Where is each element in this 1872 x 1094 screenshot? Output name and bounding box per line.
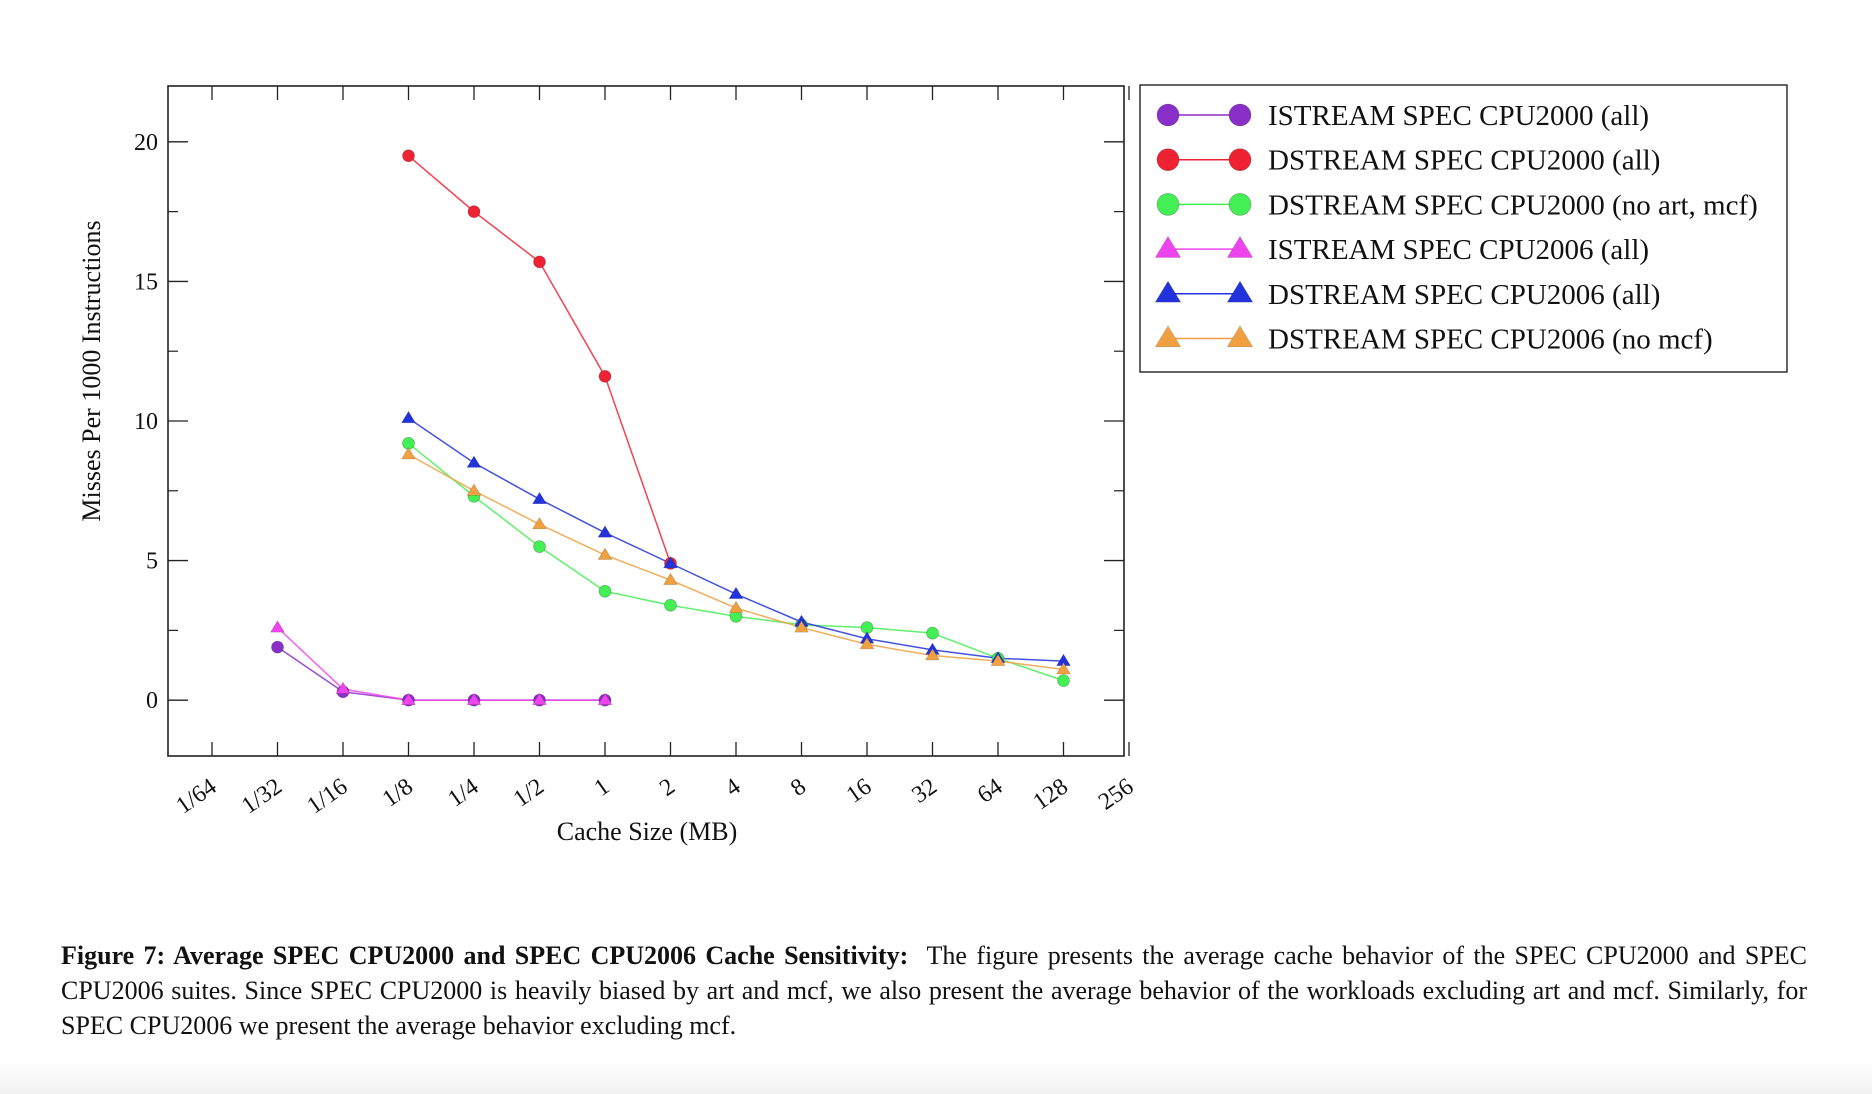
series-lines bbox=[276, 155, 1064, 701]
page-bottom-edge bbox=[0, 1060, 1872, 1094]
data-point bbox=[532, 692, 547, 706]
data-point bbox=[401, 410, 416, 424]
data-point bbox=[532, 516, 547, 530]
x-tick-label: 32 bbox=[907, 774, 942, 809]
series-line-5 bbox=[408, 417, 1064, 662]
y-tick-label: 15 bbox=[134, 269, 158, 295]
data-point bbox=[401, 692, 416, 706]
legend-marker bbox=[1226, 325, 1254, 348]
data-point bbox=[532, 491, 547, 505]
axes: 1/64 1/32 1/16 1/8 1/4 1/2 1 2 4 8 16 32 64 128 256 0 5 1… bbox=[77, 85, 1138, 846]
data-point bbox=[663, 572, 678, 585]
data-point bbox=[466, 455, 482, 468]
data-point bbox=[402, 149, 415, 163]
x-axis-label: Cache Size (MB) bbox=[557, 817, 738, 846]
x-tick-label: 1/2 bbox=[509, 774, 549, 813]
legend-marker bbox=[1154, 325, 1182, 348]
x-tick-label: 1/8 bbox=[378, 774, 418, 813]
data-point bbox=[664, 598, 677, 612]
data-point bbox=[728, 600, 744, 613]
data-point bbox=[598, 584, 612, 598]
data-point bbox=[467, 205, 481, 219]
data-point bbox=[597, 525, 613, 538]
x-tick-label: 64 bbox=[973, 774, 1008, 809]
x-tick-label: 1/32 bbox=[237, 774, 287, 820]
x-tick-label: 1/16 bbox=[303, 774, 353, 820]
legend-entry-label: DSTREAM SPEC CPU2006 (all) bbox=[1268, 279, 1660, 311]
y-tick-label: 0 bbox=[146, 688, 158, 714]
x-tick-label: 128 bbox=[1029, 774, 1073, 816]
y-tick-label: 20 bbox=[134, 130, 158, 156]
series-line-3 bbox=[408, 442, 1064, 682]
legend-marker bbox=[1228, 148, 1252, 172]
legend-box bbox=[1139, 84, 1788, 373]
cache-sensitivity-chart: 1/64 1/32 1/16 1/8 1/4 1/2 1 2 4 8 16 32 64 128 256 0 5 1… bbox=[77, 84, 1788, 846]
series-line-4 bbox=[276, 627, 605, 701]
legend-entry-label: DSTREAM SPEC CPU2000 (all) bbox=[1268, 145, 1660, 177]
data-point bbox=[728, 586, 744, 599]
data-point bbox=[598, 369, 612, 383]
data-point bbox=[1057, 674, 1070, 688]
legend-marker bbox=[1226, 235, 1254, 258]
legend-entry-label: DSTREAM SPEC CPU2006 (no mcf) bbox=[1268, 324, 1713, 356]
y-axis-label: Misses Per 1000 Instructions bbox=[77, 220, 106, 521]
data-point bbox=[533, 255, 546, 269]
data-point bbox=[466, 483, 482, 496]
x-tick-label: 1 bbox=[590, 774, 615, 802]
legend-marker bbox=[1156, 192, 1180, 216]
data-point bbox=[925, 648, 940, 661]
data-point bbox=[926, 626, 939, 640]
series-line-6 bbox=[408, 453, 1064, 671]
caption-label: Figure 7: Average SPEC CPU2000 and SPEC … bbox=[61, 941, 909, 970]
y-tick-label: 10 bbox=[134, 409, 158, 435]
figure-caption: Figure 7: Average SPEC CPU2000 and SPEC … bbox=[61, 938, 1807, 1043]
data-point bbox=[271, 640, 284, 654]
legend-entry-label: DSTREAM SPEC CPU2000 (no art, mcf) bbox=[1268, 189, 1758, 221]
data-point bbox=[794, 620, 809, 633]
legend-marker bbox=[1154, 280, 1182, 303]
data-point bbox=[990, 653, 1006, 666]
data-point bbox=[1056, 662, 1071, 675]
x-tick-label: 2 bbox=[655, 774, 680, 802]
series-markers bbox=[270, 149, 1071, 707]
data-point bbox=[597, 547, 613, 560]
legend-entry-label: ISTREAM SPEC CPU2000 (all) bbox=[1268, 100, 1649, 132]
legend-marker bbox=[1226, 280, 1254, 303]
y-tick-label: 5 bbox=[146, 549, 158, 575]
legend: ISTREAM SPEC CPU2000 (all) DSTREAM SPEC C… bbox=[1139, 84, 1788, 373]
x-tick-label: 16 bbox=[842, 774, 877, 809]
x-tick-label: 8 bbox=[786, 774, 811, 802]
legend-marker bbox=[1228, 103, 1252, 127]
data-point bbox=[335, 681, 351, 694]
legend-marker bbox=[1156, 148, 1180, 172]
legend-marker bbox=[1154, 235, 1182, 258]
data-point bbox=[466, 692, 482, 706]
legend-marker bbox=[1228, 192, 1252, 216]
data-point bbox=[597, 692, 613, 706]
legend-marker bbox=[1156, 103, 1180, 127]
x-tick-label: 1/4 bbox=[443, 774, 483, 813]
data-point bbox=[270, 620, 285, 633]
x-tick-label: 4 bbox=[721, 774, 746, 802]
caption-text: The figure presents the average cache be… bbox=[61, 941, 1808, 1040]
data-point bbox=[663, 555, 678, 569]
legend-entry-label: ISTREAM SPEC CPU2006 (all) bbox=[1268, 234, 1649, 266]
data-point bbox=[533, 540, 546, 554]
data-point bbox=[401, 447, 416, 460]
x-tick-label: 1/64 bbox=[172, 774, 222, 820]
x-tick-label: 256 bbox=[1094, 774, 1138, 816]
data-point bbox=[859, 636, 875, 650]
